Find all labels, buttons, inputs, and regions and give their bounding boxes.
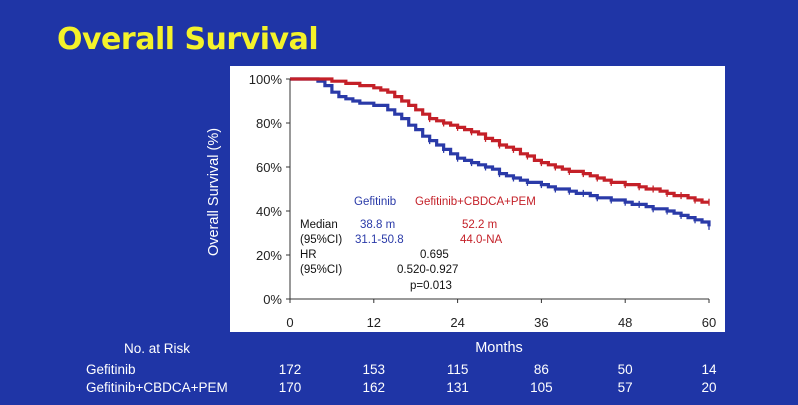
hr-ci: 0.520-0.927	[397, 264, 458, 276]
chart-axes	[286, 78, 710, 303]
y-tick-label: 60%	[256, 160, 282, 175]
risk-value: 105	[530, 380, 553, 395]
y-tick-label: 20%	[256, 248, 282, 263]
median-label: Median	[300, 219, 338, 231]
risk-value: 20	[701, 380, 716, 395]
risk-table-header: No. at Risk	[124, 341, 190, 356]
plot-panel	[230, 66, 725, 332]
hr-ci-label: (95%CI)	[300, 264, 342, 276]
x-tick-label: 48	[618, 315, 632, 330]
risk-value: 14	[701, 362, 717, 377]
x-tick-label: 0	[286, 315, 293, 330]
risk-value: 131	[446, 380, 469, 395]
hr-label: HR	[300, 249, 317, 261]
risk-value: 162	[363, 380, 386, 395]
x-tick-label: 12	[367, 315, 381, 330]
hr-value: 0.695	[420, 249, 449, 261]
x-tick-label: 60	[702, 315, 716, 330]
risk-value: 50	[618, 362, 633, 377]
risk-value: 86	[534, 362, 549, 377]
gefitinib-median: 38.8 m	[360, 219, 395, 231]
risk-value: 57	[618, 380, 633, 395]
y-tick-label: 0%	[263, 292, 282, 307]
risk-value: 153	[363, 362, 386, 377]
x-tick-label: 36	[534, 315, 548, 330]
legend-gefitinib: Gefitinib	[354, 196, 396, 208]
y-tick-label: 100%	[249, 72, 283, 87]
tick-labels: 0% 20% 40% 60% 80% 100% 0 12 24 36 48 60	[249, 72, 716, 330]
risk-table: Gefitinib 172 153 115 86 50 14 Gefitinib+CBDCA+…	[86, 362, 717, 395]
risk-value: 170	[279, 380, 302, 395]
risk-row-label: Gefitinib	[86, 362, 136, 377]
x-tick-label: 24	[450, 315, 464, 330]
legend-combo: Gefitinib+CBDCA+PEM	[415, 196, 536, 208]
survival-curves	[290, 77, 711, 230]
gefitinib-ci: 31.1-50.8	[355, 234, 404, 246]
risk-value: 115	[447, 362, 469, 377]
y-tick-label: 40%	[256, 204, 282, 219]
slide-title: Overall Survival	[57, 22, 319, 57]
risk-row-label: Gefitinib+CBDCA+PEM	[86, 380, 228, 395]
combo-ci: 44.0-NA	[460, 234, 503, 246]
ci-label: (95%CI)	[300, 234, 342, 246]
combo-median: 52.2 m	[462, 219, 497, 231]
x-axis-label: Months	[475, 340, 523, 356]
y-tick-label: 80%	[256, 116, 282, 131]
y-axis-label: Overall Survival (%)	[206, 128, 222, 256]
p-value: p=0.013	[410, 280, 452, 292]
risk-value: 172	[279, 362, 302, 377]
